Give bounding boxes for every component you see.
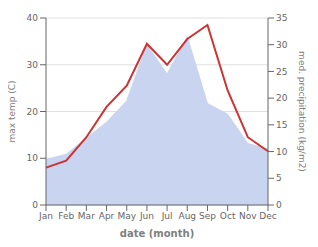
svg-text:Jan: Jan bbox=[38, 211, 53, 221]
svg-text:20: 20 bbox=[27, 107, 39, 117]
svg-text:Sep: Sep bbox=[199, 211, 216, 221]
svg-text:Aug: Aug bbox=[178, 211, 196, 221]
svg-text:Oct: Oct bbox=[220, 211, 236, 221]
svg-text:20: 20 bbox=[276, 93, 288, 103]
svg-text:30: 30 bbox=[27, 60, 39, 70]
svg-text:Mar: Mar bbox=[78, 211, 95, 221]
svg-text:Jul: Jul bbox=[161, 211, 173, 221]
svg-text:date (month): date (month) bbox=[120, 228, 194, 239]
svg-text:10: 10 bbox=[276, 147, 288, 157]
svg-text:25: 25 bbox=[276, 67, 287, 77]
svg-text:40: 40 bbox=[27, 13, 39, 23]
svg-text:Feb: Feb bbox=[58, 211, 74, 221]
svg-text:10: 10 bbox=[27, 153, 39, 163]
svg-text:med. precipitation (kg/m2): med. precipitation (kg/m2) bbox=[297, 51, 307, 172]
svg-text:5: 5 bbox=[276, 173, 282, 183]
svg-text:Jun: Jun bbox=[139, 211, 154, 221]
svg-text:May: May bbox=[117, 211, 136, 221]
svg-text:30: 30 bbox=[276, 40, 288, 50]
svg-text:35: 35 bbox=[276, 13, 287, 23]
svg-text:15: 15 bbox=[276, 120, 287, 130]
svg-text:Dec: Dec bbox=[259, 211, 276, 221]
svg-text:0: 0 bbox=[276, 200, 282, 210]
svg-text:Apr: Apr bbox=[99, 211, 115, 221]
svg-text:max temp (C): max temp (C) bbox=[8, 80, 17, 142]
svg-text:0: 0 bbox=[32, 200, 38, 210]
svg-text:Nov: Nov bbox=[239, 211, 257, 221]
